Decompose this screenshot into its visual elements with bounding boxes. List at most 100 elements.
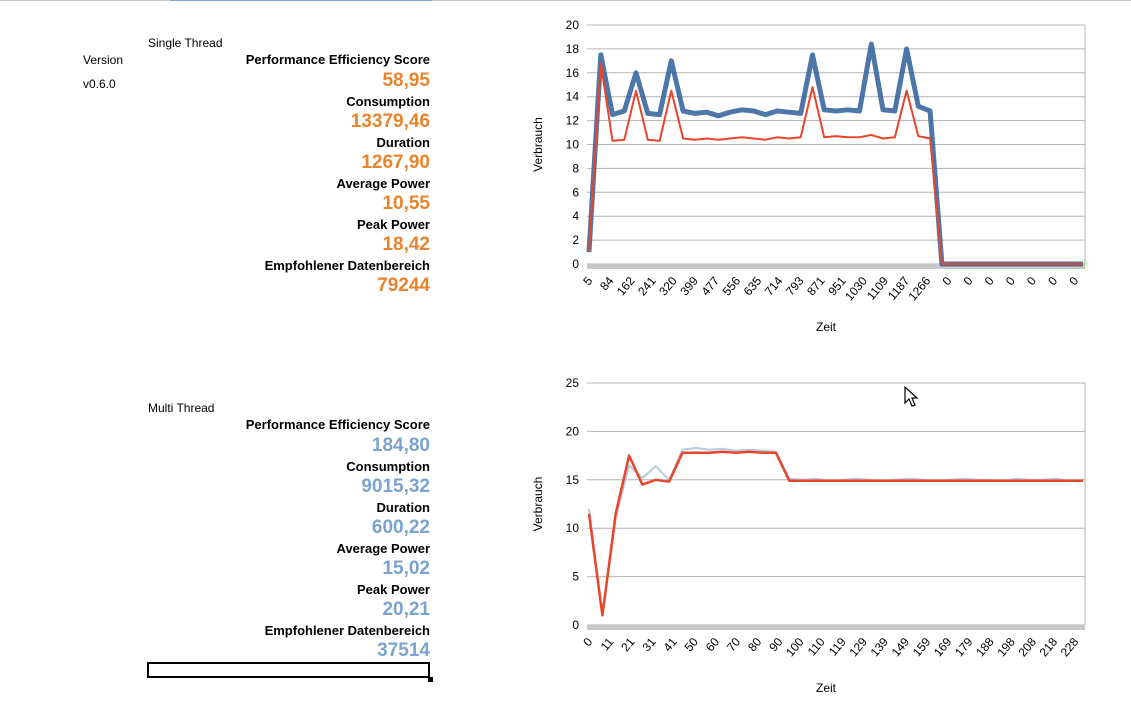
- x-tick-label: 714: [762, 274, 786, 299]
- y-tick-label: 14: [566, 90, 580, 104]
- series-line-1: [588, 446, 1084, 615]
- x-tick-label: 198: [994, 635, 1018, 660]
- y-tick-label: 0: [572, 257, 579, 271]
- y-tick-label: 15: [566, 473, 580, 487]
- y-tick-label: 2: [572, 233, 579, 247]
- selected-cell[interactable]: [147, 662, 430, 678]
- version-value: v0.6.0: [83, 77, 116, 91]
- multi-value-average-power: 15,02: [382, 558, 430, 579]
- x-tick-label: 0: [1003, 274, 1018, 288]
- single-label-average-power: Average Power: [336, 176, 430, 191]
- multi-value-datenbereich: 37514: [377, 640, 430, 661]
- single-thread-title: Single Thread: [148, 36, 223, 50]
- multi-label-peak-power: Peak Power: [357, 582, 430, 597]
- x-axis-title: Zeit: [816, 320, 837, 334]
- single-value-datenbereich: 79244: [377, 275, 430, 296]
- x-tick-label: 21: [618, 635, 638, 654]
- multi-value-duration: 600,22: [371, 517, 430, 538]
- multi-value-peak-power: 20,21: [382, 599, 430, 620]
- x-tick-label: 793: [783, 274, 807, 299]
- single-label-peak-power: Peak Power: [357, 217, 430, 232]
- y-tick-label: 12: [566, 114, 580, 128]
- mouse-pointer-icon: [904, 386, 919, 407]
- x-tick-label: 162: [614, 274, 638, 299]
- x-tick-label: 0: [1066, 274, 1081, 288]
- x-tick-label: 1266: [905, 274, 933, 304]
- series-line-1: [586, 41, 1083, 267]
- x-tick-label: 60: [703, 635, 723, 654]
- cell-fill-handle[interactable]: [428, 677, 433, 682]
- single-value-duration: 1267,90: [361, 152, 430, 173]
- x-tick-label: 31: [639, 635, 659, 654]
- x-tick-label: 179: [952, 635, 976, 660]
- y-tick-label: 5: [572, 570, 579, 584]
- single-label-consumption: Consumption: [346, 94, 430, 109]
- sheet-top-border: [0, 0, 1131, 1]
- y-tick-label: 8: [572, 161, 579, 175]
- series-line-2: [588, 62, 1083, 265]
- x-tick-label: 129: [846, 635, 870, 660]
- multi-value-consumption: 9015,32: [361, 476, 430, 497]
- sheet-top-highlight: [170, 0, 432, 1]
- single-value-average-power: 10,55: [382, 193, 430, 214]
- x-tick-label: 241: [635, 274, 659, 299]
- x-tick-label: 139: [868, 635, 892, 660]
- single-value-efficiency: 58,95: [382, 70, 430, 91]
- single-value-consumption: 13379,46: [350, 111, 430, 132]
- x-tick-label: 188: [973, 635, 997, 660]
- single-value-peak-power: 18,42: [382, 234, 430, 255]
- multi-value-efficiency: 184,80: [371, 435, 430, 456]
- x-tick-label: 0: [982, 274, 997, 288]
- x-tick-label: 149: [889, 635, 913, 660]
- x-tick-label: 80: [745, 635, 765, 654]
- y-tick-label: 4: [572, 209, 579, 223]
- x-tick-label: 119: [826, 635, 849, 659]
- single-label-datenbereich: Empfohlener Datenbereich: [264, 258, 430, 273]
- multi-label-consumption: Consumption: [346, 459, 430, 474]
- single-label-efficiency: Performance Efficiency Score: [245, 52, 430, 67]
- y-tick-label: 25: [566, 376, 580, 390]
- x-tick-label: 399: [677, 274, 701, 299]
- y-tick-label: 20: [566, 424, 580, 438]
- y-tick-label: 20: [566, 18, 580, 32]
- x-axis-bar: [587, 264, 1085, 269]
- x-tick-label: 1187: [885, 274, 913, 303]
- x-tick-label: 159: [910, 635, 934, 660]
- y-tick-label: 16: [566, 66, 580, 80]
- y-tick-label: 10: [566, 138, 580, 152]
- x-tick-label: 1109: [864, 274, 892, 303]
- y-tick-label: 10: [566, 521, 580, 535]
- x-axis-title: Zeit: [816, 681, 837, 695]
- y-tick-label: 18: [566, 42, 580, 56]
- x-tick-label: 70: [724, 635, 744, 654]
- y-tick-label: 0: [572, 618, 579, 632]
- x-axis-bar: [587, 625, 1085, 630]
- x-tick-label: 169: [931, 635, 955, 660]
- x-tick-label: 320: [656, 274, 680, 299]
- x-tick-label: 0: [580, 635, 595, 649]
- y-axis-title: Verbrauch: [531, 117, 545, 172]
- y-axis-title: Verbrauch: [531, 477, 545, 532]
- x-tick-label: 218: [1037, 635, 1061, 660]
- version-label: Version: [83, 53, 124, 67]
- y-tick-label: 6: [572, 185, 579, 199]
- x-tick-label: 50: [682, 635, 702, 654]
- x-tick-label: 11: [598, 635, 617, 654]
- x-tick-label: 0: [961, 274, 976, 288]
- x-tick-label: 0: [1045, 274, 1060, 288]
- x-tick-label: 208: [1015, 635, 1039, 660]
- x-tick-label: 477: [698, 274, 722, 299]
- multi-label-datenbereich: Empfohlener Datenbereich: [264, 623, 430, 638]
- x-tick-label: 41: [661, 635, 681, 654]
- x-tick-label: 0: [939, 274, 954, 288]
- multi-label-efficiency: Performance Efficiency Score: [245, 417, 430, 432]
- x-tick-label: 228: [1058, 635, 1082, 660]
- multi-thread-title: Multi Thread: [148, 401, 215, 415]
- multi-label-average-power: Average Power: [336, 541, 430, 556]
- x-tick-label: 871: [804, 274, 828, 299]
- x-tick-label: 1030: [842, 274, 870, 304]
- x-tick-label: 0: [1024, 274, 1039, 288]
- multi-label-duration: Duration: [376, 500, 430, 515]
